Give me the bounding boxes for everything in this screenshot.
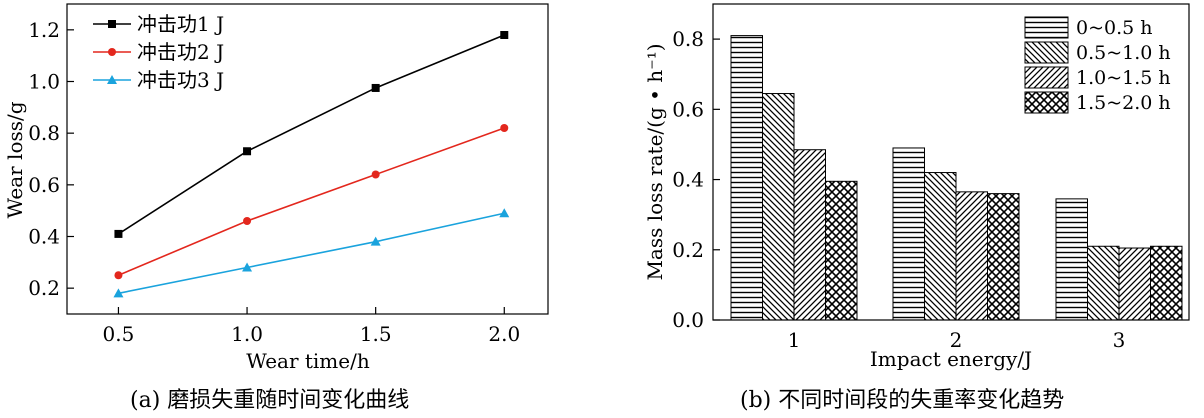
data-point-series-2 bbox=[114, 271, 123, 280]
x-tick-label-a: 1.0 bbox=[231, 322, 263, 346]
legend-label: 冲击功2 J bbox=[137, 40, 224, 64]
data-point-series-3 bbox=[499, 208, 510, 218]
y-tick-label-a: 1.0 bbox=[28, 70, 60, 94]
x-tick-label-a: 0.5 bbox=[103, 322, 135, 346]
bar-series-4 bbox=[1150, 245, 1183, 321]
data-point-series-1 bbox=[500, 31, 509, 39]
y-axis-label-a: Wear loss/g bbox=[3, 101, 27, 218]
x-axis-ticks-b: 1 2 3 bbox=[788, 313, 1126, 352]
legend-swatch bbox=[1024, 91, 1069, 114]
y-tick-label-b: 0.4 bbox=[672, 168, 704, 192]
y-tick-label-b: 0.8 bbox=[672, 27, 704, 51]
x-tick-label-a: 2.0 bbox=[488, 322, 520, 346]
y-tick-label-a: 0.4 bbox=[28, 225, 60, 249]
legend-marker bbox=[107, 75, 117, 84]
legend-label: 冲击功1 J bbox=[137, 12, 224, 36]
x-tick-label-b: 1 bbox=[788, 328, 801, 352]
y-axis-ticks-a: 0.2 0.4 0.6 0.8 1.0 1.2 bbox=[28, 18, 74, 300]
y-tick-label-b: 0.2 bbox=[672, 238, 704, 262]
data-point-series-1 bbox=[243, 147, 252, 156]
bar-series-2 bbox=[762, 93, 795, 321]
bar-series-4 bbox=[987, 193, 1020, 321]
y-tick-label-b: 0.0 bbox=[672, 308, 704, 332]
bar-series-1 bbox=[892, 147, 925, 321]
caption-b: (b) 不同时间段的失重率变化趋势 bbox=[740, 388, 1065, 413]
data-point-series-3 bbox=[113, 288, 124, 298]
bar-series-3 bbox=[1118, 247, 1151, 321]
data-point-series-3 bbox=[370, 236, 381, 246]
bar-series-1 bbox=[730, 35, 763, 321]
x-tick-label-b: 3 bbox=[1113, 328, 1126, 352]
x-tick-label-a: 1.5 bbox=[360, 322, 392, 346]
data-point-series-2 bbox=[371, 170, 380, 179]
bar-series-2 bbox=[1087, 245, 1120, 321]
mass-loss-rate-bar-chart: 0.0 0.2 0.4 0.6 0.8 1 2 3 0~0.5 h 0.5~1.0 h 1.0~… bbox=[643, 3, 1190, 371]
bar-series-4 bbox=[825, 180, 858, 321]
legend-label: 0.5~1.0 h bbox=[1076, 42, 1171, 64]
plot-frame-a bbox=[66, 3, 549, 315]
data-point-series-3 bbox=[242, 262, 253, 272]
x-axis-label-b: Impact energy/J bbox=[870, 347, 1032, 371]
bar-series-3 bbox=[955, 191, 988, 321]
legend-swatch bbox=[1024, 41, 1069, 64]
y-tick-label-a: 0.6 bbox=[28, 173, 60, 197]
y-tick-label-b: 0.6 bbox=[672, 97, 704, 121]
series-markers-a bbox=[113, 31, 510, 298]
plot-frame-b bbox=[712, 3, 1190, 321]
data-point-series-1 bbox=[371, 83, 380, 92]
bars-b bbox=[730, 35, 1183, 321]
legend-b: 0~0.5 h 0.5~1.0 h 1.0~1.5 h 1.5~2.0 h bbox=[1024, 16, 1171, 114]
y-tick-label-a: 0.8 bbox=[28, 121, 60, 145]
data-point-series-2 bbox=[243, 217, 252, 225]
legend-swatch bbox=[1024, 66, 1069, 89]
caption-a: (a) 磨损失重随时间变化曲线 bbox=[130, 388, 410, 413]
legend-label: 1.5~2.0 h bbox=[1076, 92, 1171, 114]
series-lines-a bbox=[118, 34, 505, 295]
legend-a: 冲击功1 J 冲击功2 J 冲击功3 J bbox=[93, 12, 224, 92]
x-tick-label-b: 2 bbox=[950, 328, 963, 352]
y-tick-label-a: 0.2 bbox=[28, 276, 60, 300]
bar-series-3 bbox=[793, 149, 826, 321]
series-line-1 bbox=[118, 34, 505, 235]
legend-marker bbox=[108, 48, 116, 56]
series-line-2 bbox=[118, 127, 505, 276]
legend-swatch bbox=[1024, 16, 1069, 39]
y-axis-label-b: Mass loss rate/(g • h⁻¹) bbox=[643, 43, 667, 280]
y-axis-ticks-b: 0.0 0.2 0.4 0.6 0.8 bbox=[672, 27, 720, 332]
bar-series-2 bbox=[924, 172, 957, 321]
series-line-3 bbox=[118, 212, 505, 295]
x-axis-label-a: Wear time/h bbox=[246, 349, 370, 373]
x-axis-ticks-a: 0.5 1.0 1.5 2.0 bbox=[103, 307, 520, 346]
legend-label: 1.0~1.5 h bbox=[1076, 67, 1171, 89]
legend-label: 冲击功3 J bbox=[137, 68, 224, 92]
wear-loss-line-chart: 0.20.40.60.81.01.2 0.5 1.0 1.5 2.0 冲击功1 J冲击… bbox=[3, 3, 549, 373]
legend-label: 0~0.5 h bbox=[1076, 17, 1153, 39]
data-point-series-1 bbox=[114, 229, 123, 238]
y-tick-label-a: 1.2 bbox=[28, 18, 60, 42]
legend-marker bbox=[108, 20, 116, 28]
bar-series-1 bbox=[1055, 198, 1088, 321]
data-point-series-2 bbox=[500, 124, 509, 132]
